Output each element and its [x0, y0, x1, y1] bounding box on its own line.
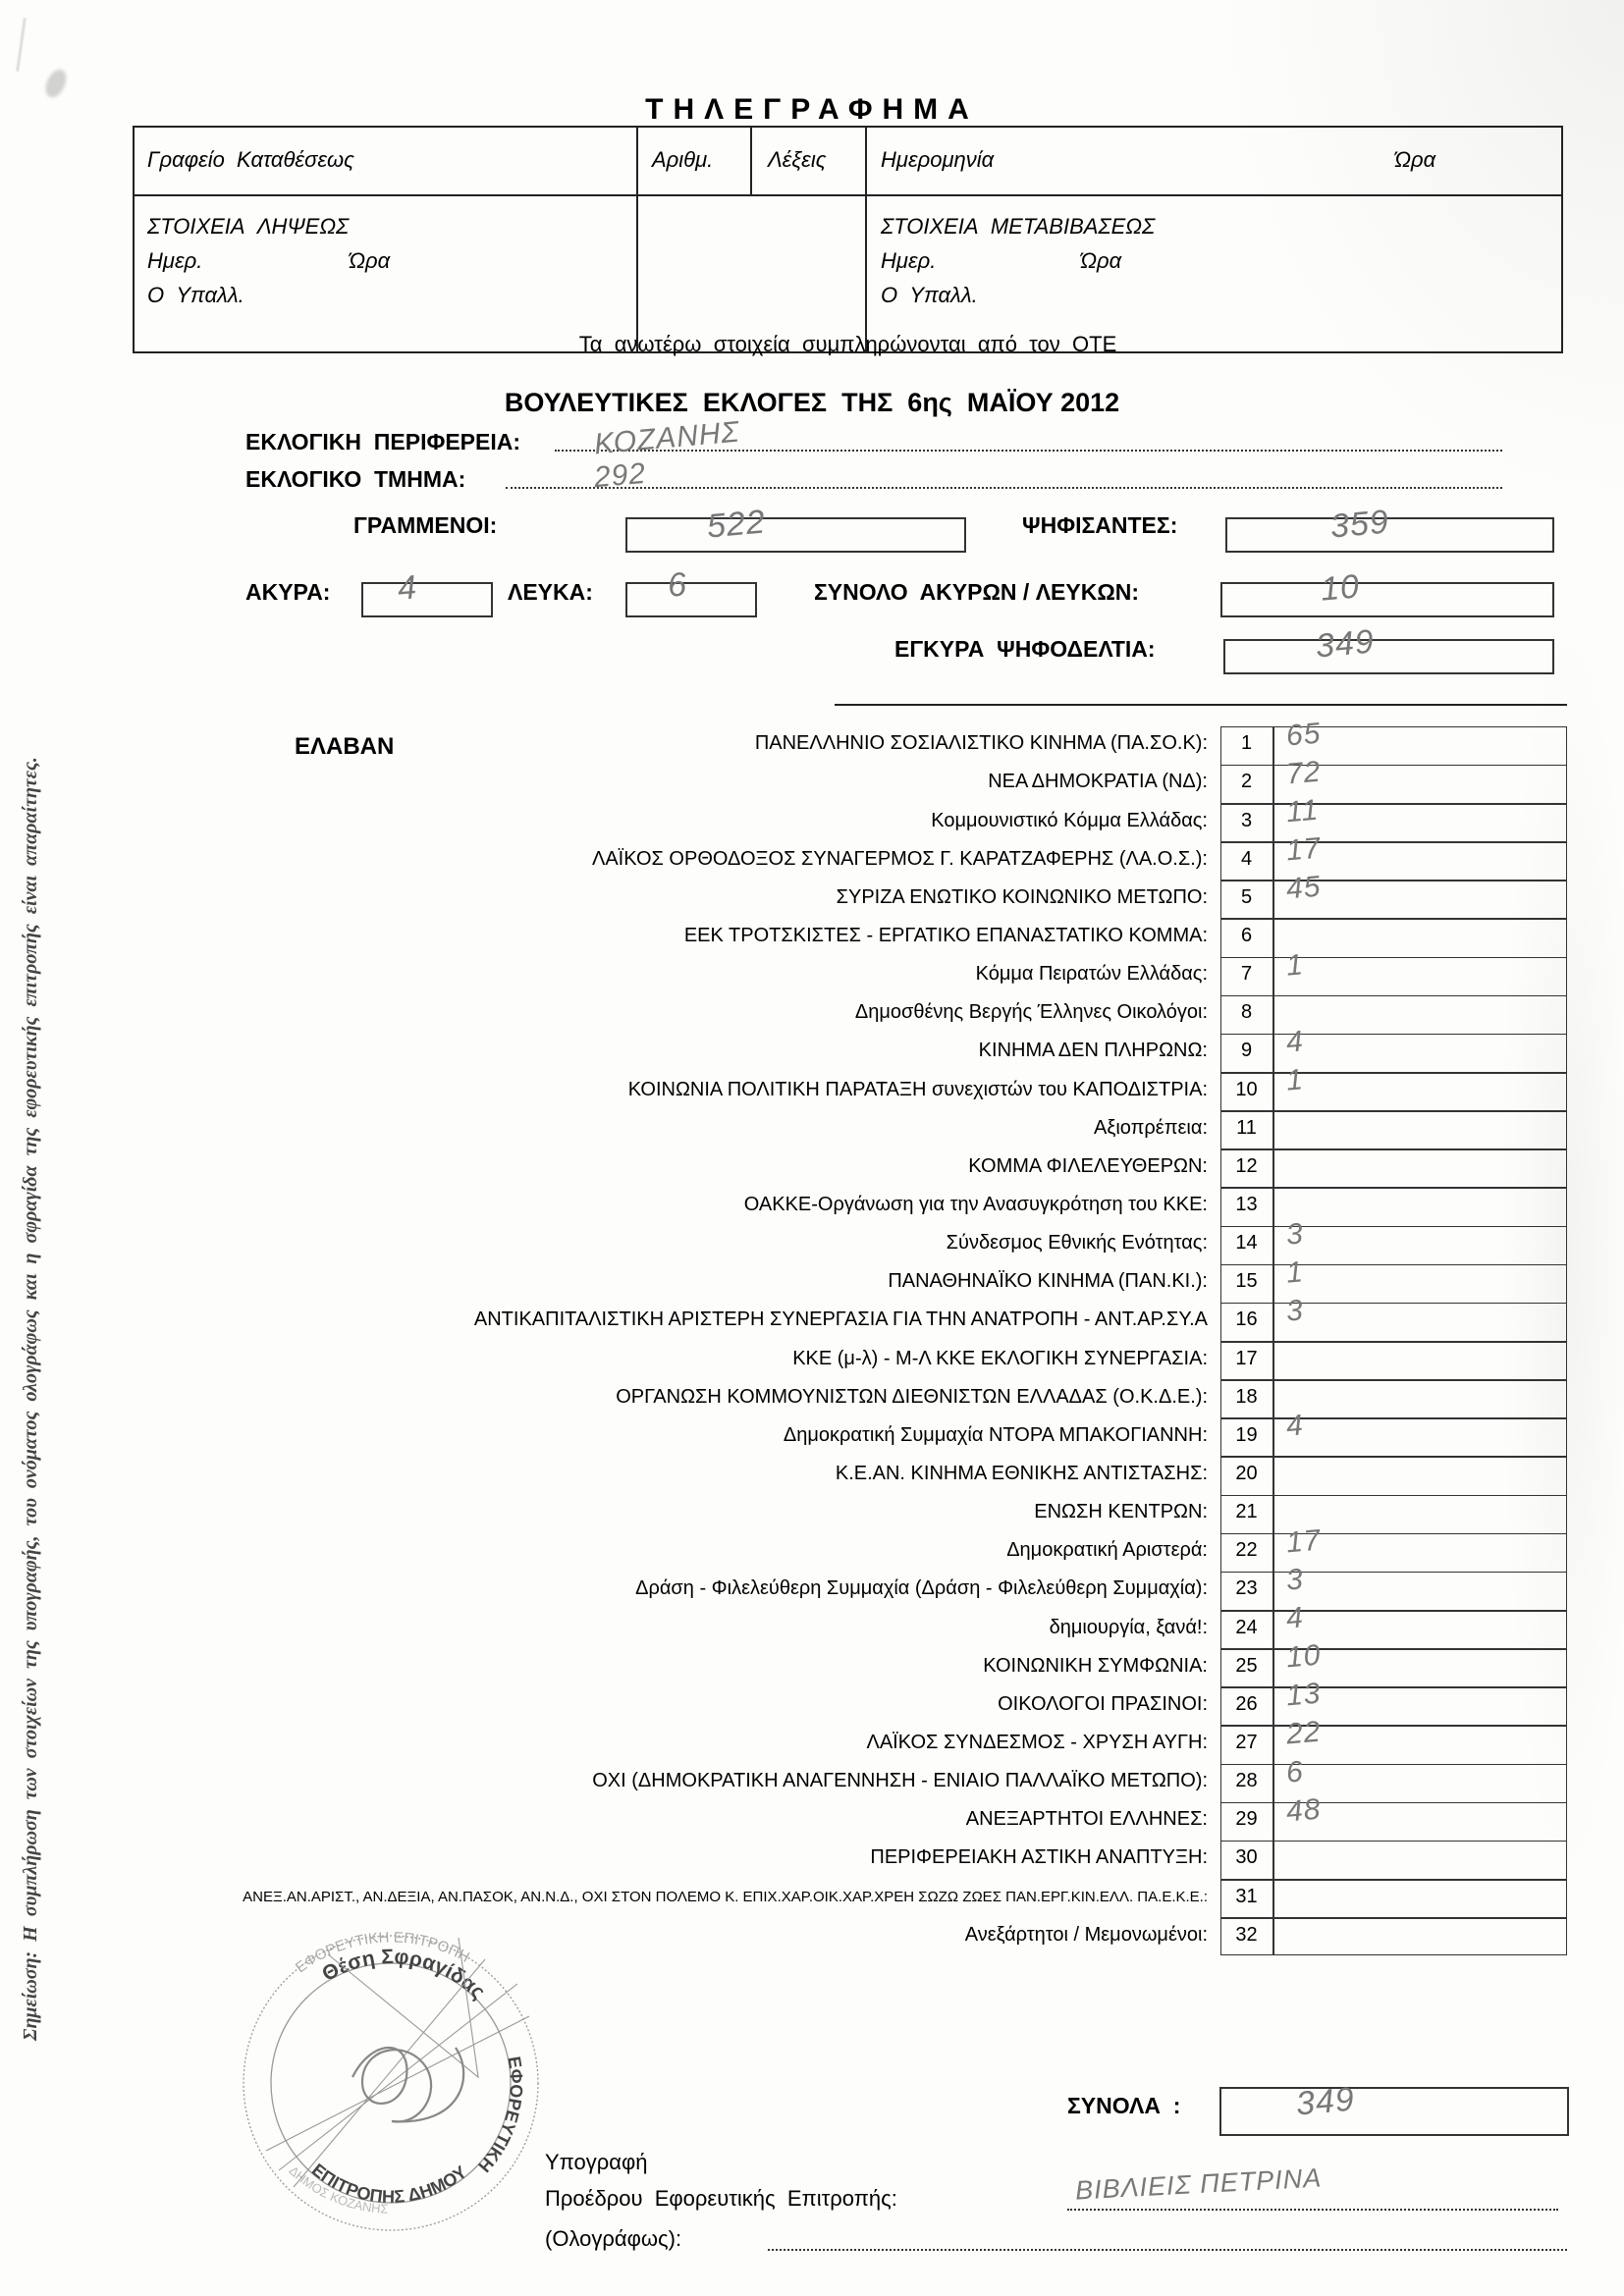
svg-text:ΕΦΟΡΕΥΤΙΚΗ: ΕΦΟΡΕΥΤΙΚΗ	[474, 2056, 526, 2176]
